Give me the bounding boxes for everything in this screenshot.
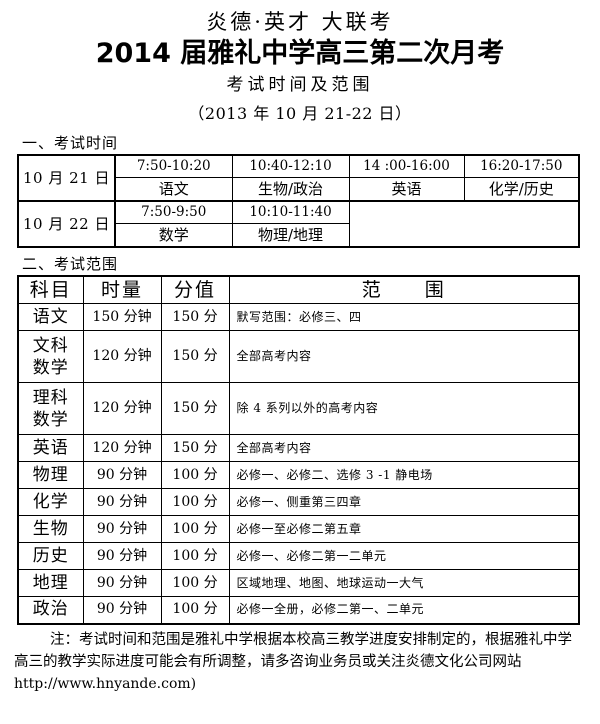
scope-range: 全部高考内容 xyxy=(228,434,580,462)
scope-score: 100 分 xyxy=(160,542,230,570)
exam-schedule-table: 10 月 21 日 7:50-10:20 10:40-12:10 14 :00-… xyxy=(17,154,580,248)
scope-duration: 90 分钟 xyxy=(82,461,162,489)
table-header-row: 科目 时量 分值 范 围 xyxy=(17,275,580,304)
table-row: 化学 90 分钟 100 分 必修一、侧重第三四章 xyxy=(17,488,580,516)
scope-duration: 90 分钟 xyxy=(82,488,162,516)
scope-duration: 120 分钟 xyxy=(82,434,162,462)
scope-duration: 120 分钟 xyxy=(82,382,162,435)
schedule-time-cell: 7:50-9:50 xyxy=(114,200,233,224)
scope-range: 必修一至必修二第五章 xyxy=(228,515,580,543)
schedule-day-label: 10 月 21 日 xyxy=(17,154,116,202)
scope-score: 150 分 xyxy=(160,303,230,331)
table-row: 数学 物理/地理 xyxy=(18,223,579,248)
column-header-duration: 时量 xyxy=(82,275,162,304)
table-row: 历史 90 分钟 100 分 必修一、必修二第一二单元 xyxy=(17,542,580,570)
column-header-subject: 科目 xyxy=(17,275,84,304)
schedule-day-label: 10 月 22 日 xyxy=(17,200,116,248)
table-row: 语文 生物/政治 英语 化学/历史 xyxy=(18,177,580,202)
table-row: 英语 120 分钟 150 分 全部高考内容 xyxy=(17,434,580,462)
footnote: 注：考试时间和范围是雅礼中学根据本校高三教学进度安排制定的，根据雅礼中学 高三的… xyxy=(14,629,588,695)
scope-score: 100 分 xyxy=(160,461,230,489)
schedule-subject-cell: 语文 xyxy=(114,177,233,202)
schedule-time-cell: 7:50-10:20 xyxy=(114,154,233,178)
scope-duration: 90 分钟 xyxy=(82,542,162,570)
scope-score: 150 分 xyxy=(160,330,230,383)
scope-subject-line2: 数学 xyxy=(32,409,69,430)
schedule-subject-cell: 数学 xyxy=(114,223,233,248)
table-row: 理科 数学 120 分钟 150 分 除 4 系列以外的高考内容 xyxy=(17,382,580,435)
scope-duration: 90 分钟 xyxy=(82,515,162,543)
schedule-time-cell: 10:10-11:40 xyxy=(231,200,350,224)
scope-range: 必修一、侧重第三四章 xyxy=(228,488,580,516)
footnote-line-1: 注：考试时间和范围是雅礼中学根据本校高三教学进度安排制定的，根据雅礼中学 xyxy=(14,629,588,651)
schedule-empty-cell xyxy=(348,200,580,248)
footnote-line-2: 高三的教学实际进度可能会有所调整，请多咨询业务员或关注炎德文化公司网站 xyxy=(14,653,522,670)
scope-score: 150 分 xyxy=(160,434,230,462)
scope-duration: 120 分钟 xyxy=(82,330,162,383)
page-subtitle: 考试时间及范围 xyxy=(226,75,374,95)
exam-scope-table: 科目 时量 分值 范 围 语文 150 分钟 150 分 默写范围：必修三、四 … xyxy=(17,275,580,625)
scope-range: 全部高考内容 xyxy=(228,330,580,383)
page-title: 2014 届雅礼中学高三第二次月考 xyxy=(95,38,505,69)
scope-subject-line1: 理科 xyxy=(32,387,69,408)
schedule-time-cell: 14 :00-16:00 xyxy=(348,154,465,178)
brand-line: 炎德·英才 大联考 xyxy=(206,10,394,34)
document-header: 炎德·英才 大联考 2014 届雅礼中学高三第二次月考 考试时间及范围 （201… xyxy=(0,0,600,127)
table-row: 地理 90 分钟 100 分 区域地理、地图、地球运动一大气 xyxy=(17,569,580,597)
scope-section-heading: 二、考试范围 xyxy=(22,255,119,273)
scope-subject: 地理 xyxy=(17,569,84,597)
scope-subject: 化学 xyxy=(17,488,84,516)
scope-score: 100 分 xyxy=(160,488,230,516)
table-row: 物理 90 分钟 100 分 必修一、必修二、选修 3 -1 静电场 xyxy=(17,461,580,489)
scope-subject: 历史 xyxy=(17,542,84,570)
scope-range: 除 4 系列以外的高考内容 xyxy=(228,382,580,435)
table-row: 文科 数学 120 分钟 150 分 全部高考内容 xyxy=(17,330,580,383)
schedule-subject-cell: 化学/历史 xyxy=(463,177,580,202)
scope-subject: 物理 xyxy=(17,461,84,489)
exam-date-line: （2013 年 10 月 21-22 日） xyxy=(188,104,412,123)
schedule-subject-cell: 物理/地理 xyxy=(231,223,350,248)
scope-duration: 90 分钟 xyxy=(82,569,162,597)
schedule-subject-cell: 生物/政治 xyxy=(231,177,350,202)
scope-subject: 理科 数学 xyxy=(17,382,84,435)
schedule-time-cell: 10:40-12:10 xyxy=(231,154,350,178)
scope-range: 必修一全册，必修二第一、二单元 xyxy=(228,596,580,624)
table-row: 政治 90 分钟 100 分 必修一全册，必修二第一、二单元 xyxy=(17,596,580,624)
scope-score: 100 分 xyxy=(160,596,230,624)
scope-range: 必修一、必修二、选修 3 -1 静电场 xyxy=(228,461,580,489)
schedule-subject-cell: 英语 xyxy=(348,177,465,202)
footnote-line-1-text: 注：考试时间和范围是雅礼中学根据本校高三教学进度安排制定的，根据雅礼中学 xyxy=(50,631,572,648)
scope-score: 150 分 xyxy=(160,382,230,435)
scope-subject-line2: 数学 xyxy=(32,357,69,378)
scope-subject-line1: 文科 xyxy=(32,335,69,356)
column-header-range: 范 围 xyxy=(228,275,580,304)
scope-range: 必修一、必修二第一二单元 xyxy=(228,542,580,570)
footnote-url[interactable]: http://www.hnyande.com) xyxy=(14,675,197,692)
scope-score: 100 分 xyxy=(160,569,230,597)
schedule-section-heading: 一、考试时间 xyxy=(22,134,119,152)
scope-subject: 生物 xyxy=(17,515,84,543)
scope-subject: 语文 xyxy=(17,303,84,331)
scope-subject: 英语 xyxy=(17,434,84,462)
scope-score: 100 分 xyxy=(160,515,230,543)
table-row: 生物 90 分钟 100 分 必修一至必修二第五章 xyxy=(17,515,580,543)
scope-duration: 150 分钟 xyxy=(82,303,162,331)
table-row: 10 月 21 日 7:50-10:20 10:40-12:10 14 :00-… xyxy=(17,154,580,202)
column-header-score: 分值 xyxy=(160,275,230,304)
scope-range: 默写范围：必修三、四 xyxy=(228,303,580,331)
scope-range: 区域地理、地图、地球运动一大气 xyxy=(228,569,580,597)
scope-duration: 90 分钟 xyxy=(82,596,162,624)
schedule-time-cell: 16:20-17:50 xyxy=(463,154,580,178)
table-row: 10 月 22 日 7:50-9:50 10:10-11:40 xyxy=(17,200,580,248)
scope-subject: 政治 xyxy=(17,596,84,624)
scope-subject: 文科 数学 xyxy=(17,330,84,383)
table-row: 语文 150 分钟 150 分 默写范围：必修三、四 xyxy=(17,303,580,331)
